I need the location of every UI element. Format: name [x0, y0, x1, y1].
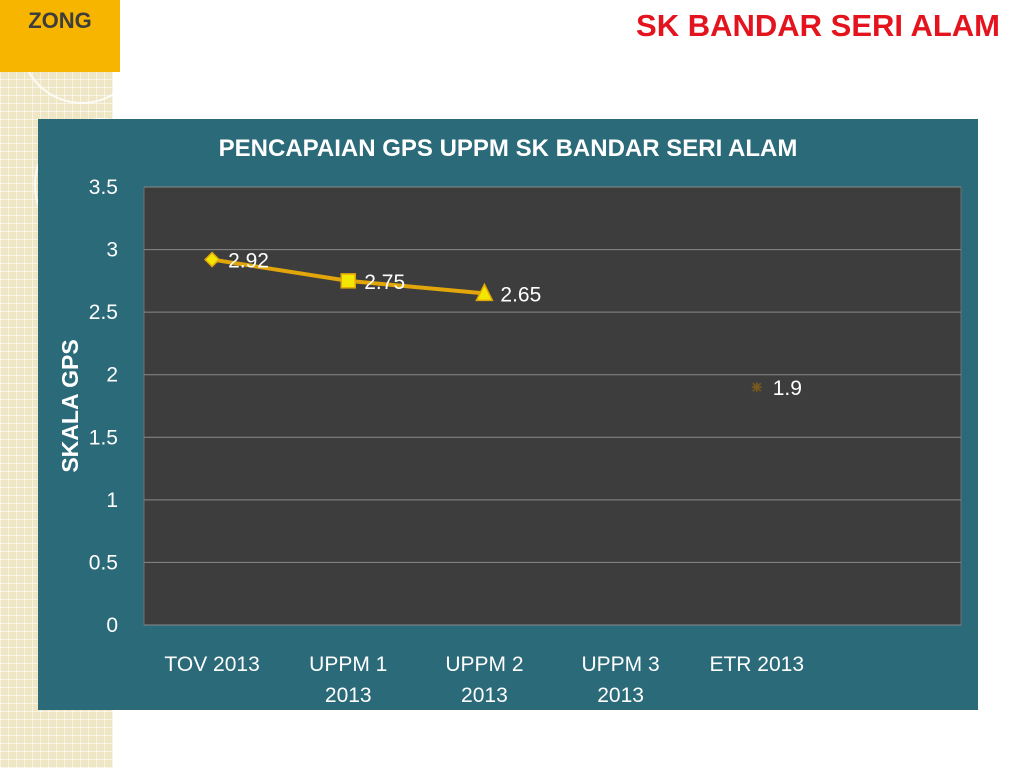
data-label: 2.75 [364, 271, 405, 294]
y-tick-label: 3 [106, 239, 118, 262]
y-tick-label: 0 [106, 614, 118, 637]
data-label: 2.65 [500, 283, 541, 306]
y-tick-label: 2.5 [89, 301, 118, 324]
diamond-marker [204, 251, 221, 268]
x-tick-label: ETR 2013 [709, 653, 804, 676]
y-axis-label: SKALA GPS [57, 339, 83, 472]
x-tick-label: TOV 2013 [164, 653, 259, 676]
star-marker [751, 382, 762, 393]
x-tick-label: 2013 [461, 684, 508, 707]
chart-panel: PENCAPAIAN GPS UPPM SK BANDAR SERI ALAM 0… [38, 119, 978, 710]
y-tick-label: 1.5 [89, 426, 118, 449]
data-label: 1.9 [773, 377, 802, 400]
triangle-marker [475, 282, 494, 302]
zone-badge: ZONG [0, 0, 120, 72]
school-title: SK BANDAR SERI ALAM [636, 8, 1000, 43]
y-tick-label: 0.5 [89, 551, 118, 574]
x-tick-label: UPPM 3 [581, 653, 659, 676]
zone-badge-label: ZONG [28, 8, 92, 33]
x-tick-label: UPPM 2 [445, 653, 523, 676]
x-tick-label: 2013 [325, 684, 372, 707]
square-marker [340, 273, 356, 289]
x-tick-label: 2013 [597, 684, 644, 707]
data-label: 2.92 [228, 250, 269, 273]
gps-line-chart: PENCAPAIAN GPS UPPM SK BANDAR SERI ALAM 0… [57, 135, 962, 707]
y-tick-label: 3.5 [89, 176, 118, 199]
y-tick-label: 1 [106, 489, 118, 512]
y-tick-label: 2 [106, 364, 118, 387]
x-tick-label: UPPM 1 [309, 653, 387, 676]
chart-title: PENCAPAIAN GPS UPPM SK BANDAR SERI ALAM [219, 135, 798, 162]
